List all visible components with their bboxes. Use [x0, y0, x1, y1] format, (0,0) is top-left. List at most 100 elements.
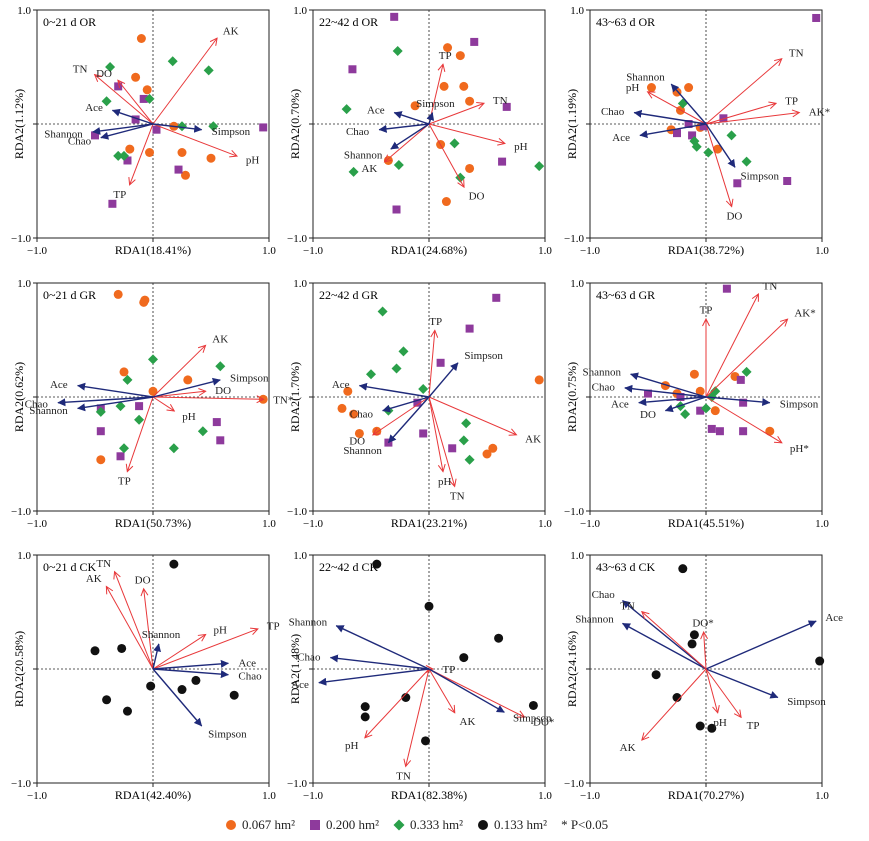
panel-title: 43~63 d OR [596, 15, 655, 29]
sample-point-diamond [119, 150, 129, 161]
vector-arrow [107, 587, 154, 670]
sample-point-circle [229, 690, 239, 700]
sample-point-square [216, 436, 225, 445]
sample-point-diamond [101, 96, 112, 107]
vector-arrow [406, 668, 430, 766]
y-axis-label: RDA2(1.48%) [288, 634, 302, 704]
y-tick-label-max: 1.0 [293, 5, 307, 17]
vector-arrow [428, 396, 443, 471]
y-tick-label-min: −1.0 [287, 506, 307, 518]
vector-label: DO* [533, 716, 554, 728]
sample-point-circle [119, 367, 129, 377]
sample-point-circle [695, 386, 705, 396]
sample-point-circle [424, 601, 434, 611]
sample-point-circle [707, 723, 717, 733]
vector-label: pH* [790, 443, 809, 455]
vector-label: Simpson [780, 399, 819, 411]
vector-arrow [670, 83, 707, 125]
sample-point-square [715, 427, 724, 436]
vector-label: Chao [350, 409, 374, 421]
sample-point-circle [710, 406, 720, 416]
vector-arrow [152, 396, 174, 411]
vector-arrow [428, 668, 455, 712]
sample-point-diamond [418, 384, 429, 395]
vector-label: TP [439, 50, 452, 62]
sample-point-circle [142, 85, 152, 95]
sample-point-diamond [197, 426, 208, 437]
vector-label: Ace [825, 612, 843, 624]
y-axis-label: RDA2(1.19%) [565, 89, 579, 159]
x-tick-label-min: −1.0 [27, 790, 47, 802]
x-tick-label-max: 1.0 [538, 245, 552, 257]
vector-arrow [152, 397, 263, 399]
rda-panel: 0~21 d CK −1.0 1.0 1.0 −1.0 RDA1(42.40%) RDA2(… [11, 550, 280, 802]
vector-arrow [705, 620, 817, 670]
y-tick-label-max: 1.0 [293, 550, 307, 562]
x-tick-label-min: −1.0 [580, 518, 600, 530]
sample-point-circle [117, 643, 127, 653]
sample-point-diamond [134, 414, 145, 425]
sample-point-square [174, 165, 183, 174]
vector-arrow [664, 396, 707, 413]
sample-point-circle [90, 646, 100, 656]
vector-label: TN [620, 600, 635, 612]
sample-point-circle [684, 83, 694, 93]
rda-panel: 43~63 d OR −1.0 1.0 1.0 −1.0 RDA1(38.72%) RDA2… [564, 5, 830, 257]
sample-point-circle [383, 155, 393, 165]
vector-arrow [373, 396, 430, 435]
rda-panel: 0~21 d GR −1.0 1.0 1.0 −1.0 RDA1(50.73%) RDA2(… [11, 278, 293, 530]
panel-title: 22~42 d GR [319, 288, 378, 302]
vector-label: Chao [601, 106, 625, 118]
panel-title: 22~42 d OR [319, 15, 378, 29]
sample-point-circle [102, 695, 112, 705]
sample-point-square [465, 324, 474, 333]
rda-panel: 22~42 d OR −1.0 1.0 1.0 −1.0 RDA1(24.68%) RDA2… [287, 5, 552, 257]
sample-point-circle [122, 706, 132, 716]
y-axis-label: RDA2(0.62%) [12, 362, 26, 432]
y-axis-label: RDA2(1.70%) [288, 362, 302, 432]
vector-label: Ace [612, 132, 630, 144]
vector-label: TN [450, 491, 465, 503]
vector-arrow [152, 123, 203, 133]
vector-label: DO [349, 435, 365, 447]
sample-point-circle [689, 630, 699, 640]
x-tick-label-max: 1.0 [262, 518, 276, 530]
x-tick-label-min: −1.0 [303, 790, 323, 802]
sample-point-diamond [148, 354, 158, 365]
y-axis-label: RDA2(0.70%) [288, 89, 302, 159]
legend-marker-purple [310, 820, 321, 830]
vector-label: TN [396, 771, 411, 783]
sample-point-diamond [398, 346, 409, 357]
sample-point-square [123, 156, 132, 165]
vector-arrow [152, 346, 205, 398]
vector-label: Chao [68, 135, 92, 147]
vector-arrow [387, 396, 430, 444]
vector-arrow [152, 668, 203, 727]
sample-point-diamond [167, 56, 178, 67]
sample-point-square [348, 65, 357, 74]
y-tick-label-min: −1.0 [11, 506, 31, 518]
sample-point-circle [183, 375, 193, 385]
sample-point-circle [441, 197, 451, 207]
vector-arrow [57, 396, 154, 407]
sample-point-square [644, 389, 652, 398]
sample-point-circle [410, 101, 420, 111]
sample-point-diamond [168, 443, 179, 454]
panel-title: 0~21 d GR [43, 288, 96, 302]
vector-label: Simpson [787, 696, 826, 708]
vector-label: Ace [611, 399, 629, 411]
x-axis-label: RDA1(82.38%) [391, 788, 467, 802]
vector-label: Chao [346, 126, 370, 138]
sample-point-circle [528, 700, 538, 710]
y-tick-label-min: −1.0 [564, 778, 584, 790]
sample-point-diamond [741, 366, 752, 377]
sample-point-circle [113, 289, 123, 299]
vector-arrow [152, 391, 205, 398]
vector-arrow [428, 123, 464, 187]
vector-label: DO [726, 211, 742, 223]
sample-point-diamond [534, 161, 545, 172]
vector-arrow [428, 668, 505, 713]
legend-label: 0.067 hm² [242, 817, 296, 832]
vector-label: TN [789, 47, 804, 59]
legend-item: 0.333 hm² [393, 817, 463, 833]
